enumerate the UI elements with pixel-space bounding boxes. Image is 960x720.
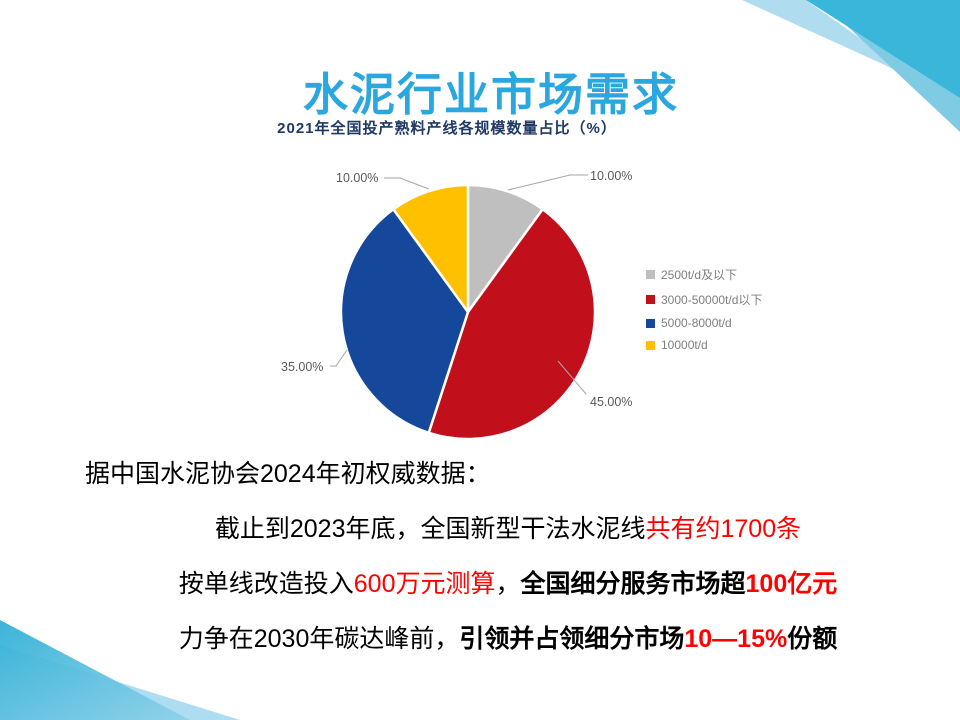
body-line-4-red-bold: 10—15% <box>684 625 788 653</box>
legend-swatch <box>646 295 655 304</box>
legend-label: 2500t/d及以下 <box>661 268 738 282</box>
body-line-3: 按单线改造投入600万元测算，全国细分服务市场超100亿元 <box>0 568 960 600</box>
legend-swatch <box>646 340 655 350</box>
body-line-4-bold1: 引领并占领细分市场 <box>459 625 685 653</box>
chart-legend: 2500t/d及以下 3000-50000t/d以下 5000-8000t/d 100… <box>646 266 762 360</box>
pie-chart <box>339 183 597 441</box>
body-line-2-black: 截止到2023年底，全国新型干法水泥线 <box>214 515 646 543</box>
body-line-4: 力争在2030年碳达峰前，引领并占领细分市场10—15%份额 <box>0 623 960 655</box>
pie-slice-2 <box>339 208 470 435</box>
legend-label: 3000-50000t/d以下 <box>661 293 763 307</box>
page-title: 水泥行业市场需求 <box>302 69 679 120</box>
body-line-4-bold2: 份额 <box>787 625 838 653</box>
pie-label-yellow: 10.00% <box>336 171 379 185</box>
legend-label: 5000-8000t/d <box>661 316 732 330</box>
legend-item: 10000t/d <box>646 338 762 352</box>
legend-item: 5000-8000t/d <box>646 316 762 330</box>
legend-swatch <box>646 318 655 328</box>
body-line-2-red: 共有约1700条 <box>645 515 802 543</box>
body-line-2: 截止到2023年底，全国新型干法水泥线共有约1700条 <box>0 513 960 545</box>
chart-title: 2021年全国投产熟料产线各规模数量占比（%） <box>277 120 617 137</box>
legend-item: 3000-50000t/d以下 <box>646 291 762 308</box>
body-line-3-bold: 全国细分服务市场超 <box>520 570 746 598</box>
pie-label-blue: 35.00% <box>281 360 324 374</box>
legend-swatch <box>646 270 655 279</box>
pie-slice-3 <box>392 183 470 314</box>
body-line-3-comma: ， <box>495 570 521 598</box>
body-line-1: 据中国水泥协会2024年初权威数据： <box>0 458 960 490</box>
body-line-1-text: 据中国水泥协会2024年初权威数据： <box>85 460 491 488</box>
legend-label: 10000t/d <box>661 338 708 352</box>
legend-item: 2500t/d及以下 <box>646 266 762 283</box>
body-line-3-red1: 600万元测算 <box>353 570 496 598</box>
body-line-3-red-bold: 100亿元 <box>745 570 838 598</box>
pie-label-red: 45.00% <box>590 395 633 409</box>
body-line-4-black: 力争在2030年碳达峰前， <box>178 625 460 653</box>
pie-label-gray: 10.00% <box>590 169 633 183</box>
body-text: 据中国水泥协会2024年初权威数据： 截止到2023年底，全国新型干法水泥线共有… <box>0 458 960 678</box>
body-line-3-black1: 按单线改造投入 <box>178 570 354 598</box>
pie-slice-0 <box>466 183 544 314</box>
